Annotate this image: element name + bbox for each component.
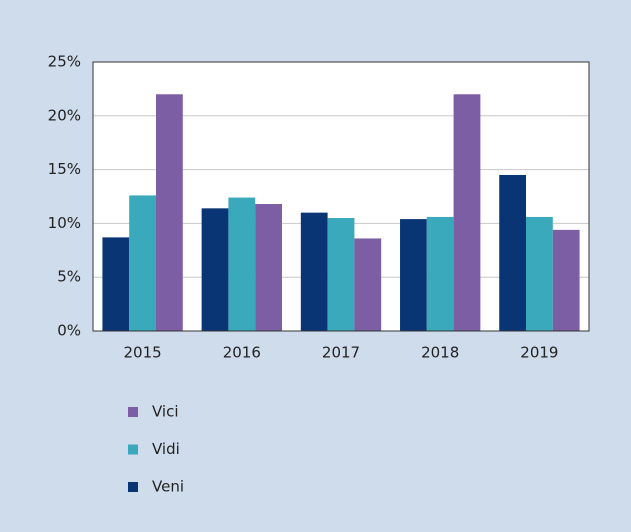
y-tick-label: 10% <box>48 214 81 232</box>
bar <box>201 208 229 331</box>
bar <box>155 94 183 331</box>
x-tick-label: 2016 <box>223 344 261 362</box>
bar <box>102 237 130 331</box>
x-tick-label: 2015 <box>124 344 162 362</box>
bar <box>255 204 282 331</box>
y-tick-label: 25% <box>48 53 81 71</box>
bar <box>327 218 355 331</box>
bar <box>300 212 328 331</box>
x-tick-label: 2018 <box>421 344 459 362</box>
bar <box>499 174 527 331</box>
y-tick-label: 20% <box>48 106 81 124</box>
bar <box>552 229 580 331</box>
bar <box>354 238 382 331</box>
legend-label: Vidi <box>152 440 180 458</box>
legend-swatch <box>128 444 138 455</box>
legend-swatch <box>128 407 138 417</box>
bar <box>400 219 427 331</box>
bar <box>129 195 156 331</box>
bar <box>453 94 481 331</box>
bar <box>228 197 256 331</box>
x-tick-label: 2017 <box>322 344 360 362</box>
legend-swatch <box>128 482 138 492</box>
y-tick-label: 15% <box>48 160 81 178</box>
y-tick-label: 5% <box>57 268 81 286</box>
plot-border <box>92 61 590 332</box>
bar <box>526 216 553 331</box>
bar <box>426 216 454 331</box>
legend-label: Vici <box>152 403 179 421</box>
y-tick-label: 0% <box>57 322 81 340</box>
x-tick-label: 2019 <box>520 344 558 362</box>
legend-label: Veni <box>152 478 184 496</box>
